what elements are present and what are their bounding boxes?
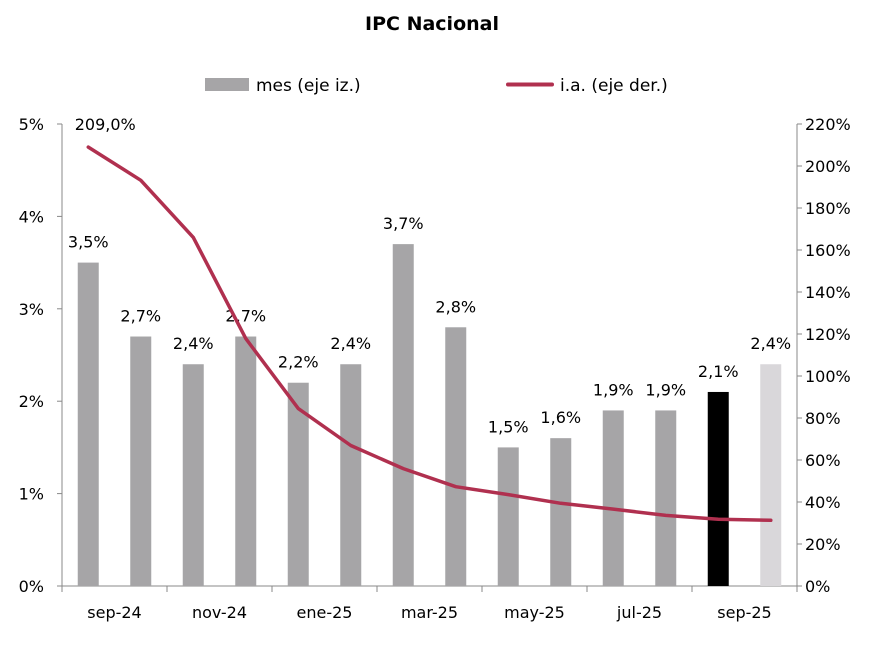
right-axis-ticks: 0% 20% 40% 60% 80% 100% 120% 140% 160% 180% 200% 22… xyxy=(797,115,851,596)
right-tick-label: 20% xyxy=(805,535,841,554)
bar-data-labels: 3,5%2,7%2,4%2,7%2,2%2,4%3,7%2,8%1,5% 1,6%… xyxy=(68,214,791,436)
x-tick-label: sep-24 xyxy=(87,603,141,622)
bar-label-oct-24: 2,7% xyxy=(120,307,161,326)
chart-title: IPC Nacional xyxy=(365,13,499,35)
x-tick-label: sep-25 xyxy=(717,603,771,622)
bar-series xyxy=(77,244,782,586)
bar-sep-25 xyxy=(707,391,729,586)
bar-label-jun-25: 1,6% xyxy=(540,408,581,427)
bar-ago-25 xyxy=(655,410,677,586)
left-tick-label: 2% xyxy=(19,392,44,411)
x-tick-label: mar-25 xyxy=(401,603,458,622)
right-tick-label: 160% xyxy=(805,241,851,260)
left-tick-label: 1% xyxy=(19,485,44,504)
bar-label-oct-25: 2,4% xyxy=(750,334,791,353)
bar-feb-25 xyxy=(340,364,362,586)
bar-label-mar-25: 3,7% xyxy=(383,214,424,233)
bar-jul-25 xyxy=(602,410,624,586)
bar-oct-24 xyxy=(130,336,152,586)
bar-label-sep-24: 3,5% xyxy=(68,233,109,252)
left-tick-label: 4% xyxy=(19,207,44,226)
bar-label-may-25: 1,5% xyxy=(488,417,529,436)
right-tick-label: 120% xyxy=(805,325,851,344)
left-axis-ticks: 0% 1% 2% 3% 4% 5% xyxy=(19,115,62,596)
bar-label-feb-25: 2,4% xyxy=(330,334,371,353)
line-series: 209,0% xyxy=(75,115,773,523)
right-tick-label: 80% xyxy=(805,409,841,428)
bar-may-25 xyxy=(497,447,519,586)
right-tick-label: 200% xyxy=(805,157,851,176)
legend-label-bars: mes (eje iz.) xyxy=(256,76,361,96)
right-tick-label: 0% xyxy=(805,577,830,596)
right-tick-label: 60% xyxy=(805,451,841,470)
left-tick-label: 0% xyxy=(19,577,44,596)
right-tick-label: 220% xyxy=(805,115,851,134)
line-label-first: 209,0% xyxy=(75,115,136,134)
x-axis-ticks: sep-24 nov-24 ene-25 mar-25 may-25 jul-25 sep-… xyxy=(61,586,798,622)
bar-label-ago-25: 1,9% xyxy=(645,380,686,399)
right-tick-label: 180% xyxy=(805,199,851,218)
bar-abr-25 xyxy=(445,327,467,586)
right-tick-label: 140% xyxy=(805,283,851,302)
x-tick-label: ene-25 xyxy=(297,603,353,622)
bar-nov-24 xyxy=(182,364,204,586)
right-tick-label: 40% xyxy=(805,493,841,512)
bar-jun-25 xyxy=(550,438,572,586)
bar-label-abr-25: 2,8% xyxy=(435,297,476,316)
x-tick-label: may-25 xyxy=(504,603,565,622)
legend-swatch-bars xyxy=(205,78,249,91)
bar-sep-24 xyxy=(77,262,99,586)
bar-oct-25 xyxy=(760,364,782,586)
bar-ene-25 xyxy=(287,382,309,586)
x-tick-label: jul-25 xyxy=(616,603,662,622)
bar-dic-24 xyxy=(235,336,257,586)
bar-label-ene-25: 2,2% xyxy=(278,353,319,372)
legend-label-line: i.a. (eje der.) xyxy=(560,76,668,96)
bar-label-jul-25: 1,9% xyxy=(593,380,634,399)
interanual-line xyxy=(86,145,773,523)
left-tick-label: 3% xyxy=(19,300,44,319)
legend: mes (eje iz.) i.a. (eje der.) xyxy=(205,76,668,96)
bar-label-nov-24: 2,4% xyxy=(173,334,214,353)
right-tick-label: 100% xyxy=(805,367,851,386)
x-tick-label: nov-24 xyxy=(192,603,247,622)
bar-mar-25 xyxy=(392,244,414,586)
left-tick-label: 5% xyxy=(19,115,44,134)
bar-label-sep-25: 2,1% xyxy=(698,362,739,381)
